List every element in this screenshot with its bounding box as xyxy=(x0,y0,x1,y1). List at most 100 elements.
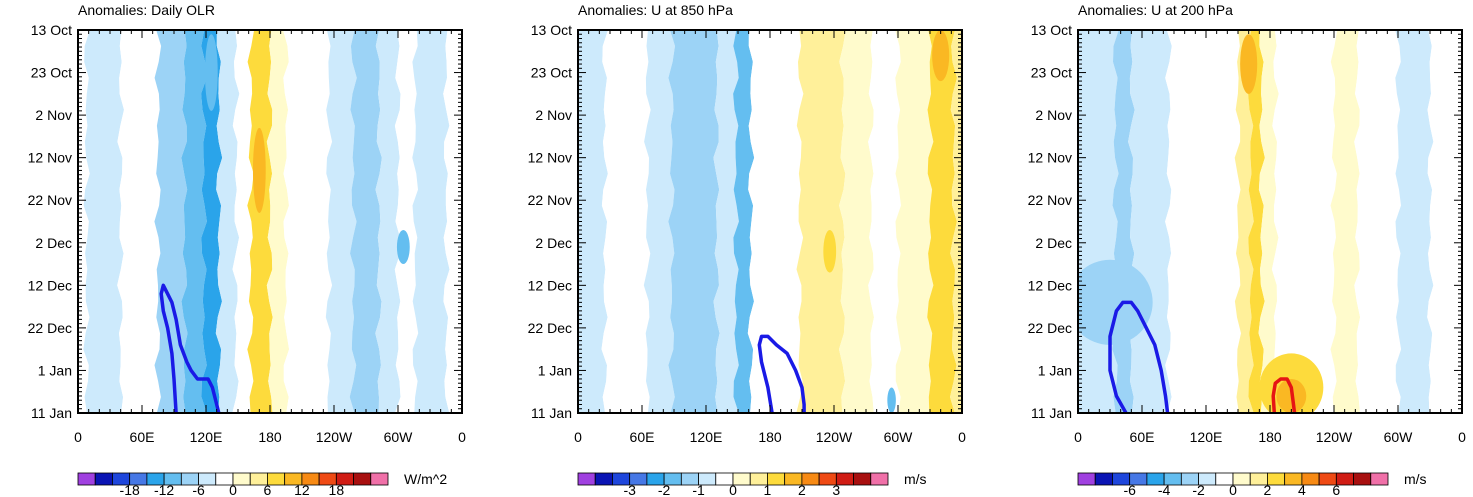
x-tick-label: 180 xyxy=(1258,429,1282,445)
colorbar-label: 0 xyxy=(229,482,237,497)
y-tick-label: 12 Nov xyxy=(1028,150,1072,166)
y-tick-label: 22 Dec xyxy=(1028,320,1072,336)
x-tick-label: 0 xyxy=(574,429,582,445)
colorbar-label: 6 xyxy=(1332,482,1340,497)
colorbar-swatch xyxy=(1353,472,1372,486)
y-tick-label: 23 Oct xyxy=(531,65,572,81)
contour-2 xyxy=(1271,377,1297,413)
y-tick-label: 1 Jan xyxy=(38,362,72,378)
panel-title: Anomalies: U at 200 hPa xyxy=(1078,2,1233,18)
y-tick-label: 13 Oct xyxy=(531,22,572,38)
colorbar-swatch xyxy=(853,472,872,486)
y-tick-label: 2 Dec xyxy=(1035,235,1072,251)
y-tick-label: 1 Jan xyxy=(1038,362,1072,378)
x-tick-label: 0 xyxy=(1458,429,1466,445)
anomaly-blob-3 xyxy=(1240,34,1258,94)
anomaly-blob-2 xyxy=(204,34,218,111)
y-tick-label: 2 Nov xyxy=(35,107,72,123)
band-lon-275-300 xyxy=(868,30,902,413)
colorbar: -18 -12 -6 0 6 12 18 W/m^2 xyxy=(77,471,447,497)
y-tick-label: 22 Dec xyxy=(528,320,572,336)
panel-title: Anomalies: U at 850 hPa xyxy=(578,2,733,18)
panel-3: Anomalies: U at 200 hPa 13 Oct 23 Oct 2 Nov… xyxy=(1028,2,1466,497)
colorbar-label: 18 xyxy=(329,482,345,497)
y-tick-label: 22 Nov xyxy=(1028,192,1072,208)
band-lon-316-345 xyxy=(412,30,450,413)
band-lon-235-258 xyxy=(325,30,357,413)
colorbar-swatch xyxy=(353,472,372,486)
band-lon-148-162 xyxy=(232,30,255,413)
band-lon-65-88 xyxy=(643,30,675,413)
colorbar-swatch xyxy=(77,472,96,486)
y-tick-label: 13 Oct xyxy=(1031,22,1072,38)
x-tick-label: 120W xyxy=(316,429,353,445)
y-tick-label: 23 Oct xyxy=(1031,65,1072,81)
x-tick-label: 120E xyxy=(190,429,223,445)
band-lon-8-40 xyxy=(83,30,124,413)
colorbar-swatch xyxy=(1077,472,1096,486)
y-tick-label: 2 Dec xyxy=(535,235,572,251)
colorbar-label: 4 xyxy=(1298,482,1306,497)
panel-title: Anomalies: Daily OLR xyxy=(78,2,215,18)
colorbar-units: m/s xyxy=(1404,471,1427,487)
band-lon-330-360 xyxy=(1427,30,1462,413)
anomaly-blob-4 xyxy=(1078,259,1153,345)
shaded-field xyxy=(1078,30,1462,413)
y-tick-label: 12 Dec xyxy=(528,277,572,293)
band-lon-25-65 xyxy=(601,30,651,413)
colorbar-swatch xyxy=(577,472,596,486)
band-lon-262-300 xyxy=(1354,30,1402,413)
colorbar-units: W/m^2 xyxy=(404,471,447,487)
colorbar-label: 2 xyxy=(798,482,806,497)
band-lon-75-100 xyxy=(154,30,188,413)
x-tick-label: 0 xyxy=(958,429,966,445)
y-tick-label: 12 Dec xyxy=(28,277,72,293)
colorbar-label: -12 xyxy=(154,482,174,497)
band-lon-300-316 xyxy=(394,30,419,413)
x-tick-label: 60E xyxy=(130,429,155,445)
y-tick-label: 2 Nov xyxy=(535,107,572,123)
colorbar-label: -18 xyxy=(120,482,140,497)
x-tick-label: 120E xyxy=(1190,429,1223,445)
panel-2: Anomalies: U at 850 hPa 13 Oct 23 Oct 2 Nov… xyxy=(528,2,966,497)
band-lon-258-282 xyxy=(349,30,382,413)
band-lon-248-275 xyxy=(839,30,874,413)
colorbar-label: 0 xyxy=(729,482,737,497)
x-tick-label: 60E xyxy=(630,429,655,445)
y-tick-label: 22 Nov xyxy=(528,192,572,208)
band-lon-0-8 xyxy=(78,30,90,413)
colorbar-label: 1 xyxy=(764,482,772,497)
band-lon-300-330 xyxy=(895,30,934,413)
band-lon-162-180 xyxy=(247,30,273,413)
colorbar-label: 0 xyxy=(1229,482,1237,497)
band-lon-282-300 xyxy=(375,30,401,413)
contour-1 xyxy=(757,334,806,413)
y-tick-label: 22 Dec xyxy=(28,320,72,336)
x-tick-label: 120E xyxy=(690,429,723,445)
band-lon-162-172 xyxy=(1248,30,1265,413)
colorbar-label: -1 xyxy=(692,482,705,497)
colorbar-units: m/s xyxy=(904,471,927,487)
colorbar-swatch xyxy=(370,472,389,486)
contour-1 xyxy=(1108,300,1170,413)
colorbar-label: -2 xyxy=(1192,482,1205,497)
colorbar-swatch xyxy=(1370,472,1389,486)
x-tick-label: 60W xyxy=(384,429,414,445)
x-tick-label: 120W xyxy=(1316,429,1353,445)
y-tick-label: 2 Dec xyxy=(35,235,72,251)
colorbar-label: -6 xyxy=(1123,482,1136,497)
band-lon-172-185 xyxy=(1258,30,1279,413)
colorbar: -6 -4 -2 0 2 4 6 m/s xyxy=(1077,471,1427,497)
y-tick-label: 2 Nov xyxy=(1035,107,1072,123)
band-lon-100-118 xyxy=(181,30,207,413)
colorbar: -3 -2 -1 0 1 2 3 m/s xyxy=(577,471,927,497)
anomaly-blob-1 xyxy=(252,127,266,213)
x-tick-label: 0 xyxy=(74,429,82,445)
colorbar-swatch xyxy=(594,472,613,486)
colorbar-label: -4 xyxy=(1158,482,1171,497)
band-lon-180-195 xyxy=(266,30,290,413)
anomaly-blob-1 xyxy=(932,30,950,82)
band-lon-132-148 xyxy=(215,30,240,413)
band-lon-40-75 xyxy=(117,30,162,413)
